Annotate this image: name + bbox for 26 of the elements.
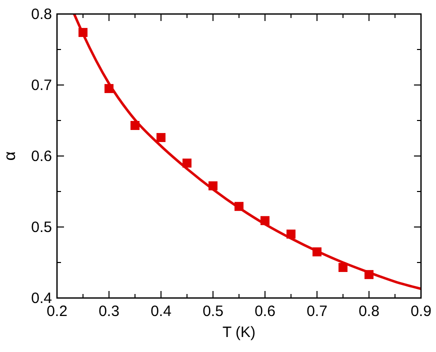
y-tick-label: 0.5: [31, 219, 52, 236]
point: [338, 262, 348, 272]
x-tick-label: 0.4: [150, 303, 172, 320]
y-tick-label: 0.7: [31, 77, 52, 94]
point: [78, 28, 88, 37]
point: [208, 181, 218, 190]
line-series: [72, 14, 421, 290]
x-axis-title: T (K): [222, 324, 256, 341]
x-tick-label: 0.6: [254, 303, 276, 320]
point: [182, 158, 192, 168]
x-tick-label: 0.9: [410, 303, 432, 320]
point: [260, 216, 270, 226]
x-tick-label: 0.5: [202, 303, 224, 320]
point: [130, 120, 140, 130]
point: [104, 84, 114, 94]
point: [156, 133, 166, 142]
x-tick-label: 0.8: [358, 303, 380, 320]
point: [234, 202, 244, 211]
y-axis-title: α: [2, 151, 19, 161]
x-tick-label: 0.3: [98, 303, 120, 320]
point: [364, 270, 374, 280]
point: [312, 247, 322, 256]
x-tick-label: 0.7: [306, 303, 328, 320]
y-tick-label: 0.8: [31, 6, 52, 23]
point: [286, 230, 296, 239]
y-tick-label: 0.6: [31, 148, 52, 165]
